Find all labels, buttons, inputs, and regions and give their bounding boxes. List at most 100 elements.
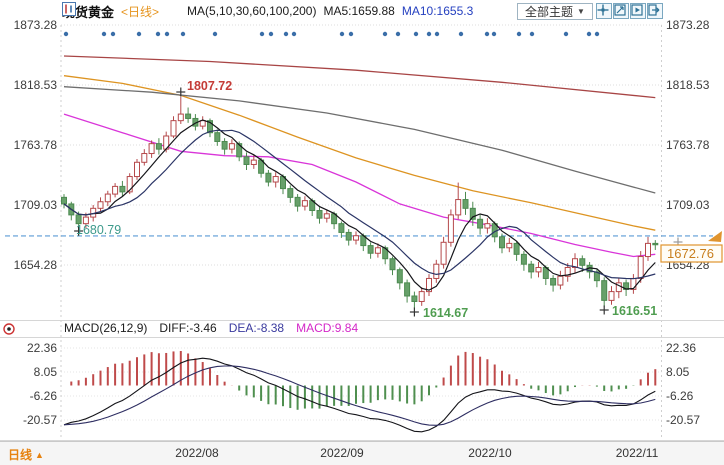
chart-text: -20.57 [666,413,700,427]
ma10-line [63,129,656,280]
candle-body [440,241,447,265]
candle-body [265,172,272,183]
candle-body [557,275,564,286]
candle-body [221,140,228,150]
candle-body [411,295,418,302]
candle-body [104,193,111,203]
chart-text: 1873.28 [666,18,710,32]
event-dot [339,31,345,37]
macd-header: MACD(26,12,9) DIFF:-3.46 DEA:-8.38 MACD:… [64,321,358,336]
chart-text: 22.36 [27,341,57,355]
candle-body [119,185,126,193]
candle-body [287,188,294,198]
theme-dropdown[interactable]: 全部主题 ▼ [517,3,593,20]
candle-body [477,218,484,229]
candle-body [243,156,250,165]
chart-text: -6.26 [666,389,694,403]
candle-body [323,213,330,219]
chart-text: 22.36 [666,341,696,355]
event-dot [586,31,592,37]
candle-body [170,120,177,137]
candle-body [608,291,615,301]
candle-body [75,214,82,225]
event-dot [283,31,289,37]
candle-body [301,200,308,207]
candle-body [112,185,119,195]
candle-body [126,176,133,193]
macd-diff-value: DIFF:-3.46 [159,321,217,335]
event-dot [594,31,600,37]
play-pan-button[interactable] [630,3,646,19]
event-dot [426,31,432,37]
chevron-down-icon: ▼ [577,7,585,16]
candle-body [550,277,557,286]
event-dot [529,31,535,37]
candlestick-chart-icon[interactable] [62,2,180,18]
dea-line [63,365,656,426]
chart-text: 2022/11 [616,446,659,460]
chart-text: 1709.03 [14,198,58,212]
chart-text: 1680.79 [76,223,121,237]
candle-body [535,266,542,273]
event-dot [101,31,107,37]
candle-body [404,282,411,297]
theme-dropdown-label: 全部主题 [525,5,574,19]
candle-body [652,242,659,246]
diff-line [63,357,656,433]
event-dot [268,31,274,37]
candle-body [389,258,396,271]
ma-settings-label: MA(5,10,30,60,100,200) [187,4,317,18]
candle-body [506,242,513,249]
event-dot [155,31,161,37]
indicator-settings-icon[interactable] [2,322,16,336]
event-dot [516,31,522,37]
event-dot [382,31,388,37]
chart-header: 现货黄金 <日线> MA(5,10,30,60,100,200) MA5:165… [62,2,473,20]
chart-text: 1614.67 [423,306,468,320]
crosshair-tool-button[interactable] [596,3,612,19]
chart-text: 1709.03 [666,198,710,212]
candle-body [236,143,243,158]
event-dot [291,31,297,37]
chart-text: 8.05 [34,365,58,379]
shift-right-button[interactable] [647,3,663,19]
chart-text: 1873.28 [14,18,58,32]
event-dot [212,31,218,37]
candle-body [250,159,257,165]
candle-body [148,143,155,155]
chart-text: 1807.72 [187,79,232,93]
chart-text: -6.26 [30,389,58,403]
candle-body [418,291,425,302]
candle-body [82,216,89,225]
candle-body [455,199,462,216]
ma5-value-label: MA5:1659.88 [323,4,395,18]
chart-text: 1672.76 [667,246,714,261]
candle-body [637,256,644,279]
candle-body [433,263,440,279]
chart-text: 1818.53 [14,78,58,92]
fit-area-button[interactable] [613,3,629,19]
event-dot [259,31,265,37]
candle-body [367,245,374,254]
ma10-value-label: MA10:1655.3 [401,4,474,18]
candle-body [185,113,192,119]
event-dot [563,31,569,37]
macd-macd-value: MACD:9.84 [296,321,359,335]
candle-body [294,196,301,207]
chart-text: 8.05 [666,365,690,379]
time-strip [0,441,724,465]
event-dot [491,31,497,37]
candle-body [484,223,491,229]
footer-period[interactable]: 日线 ▲ [8,446,44,463]
candle-body [207,120,213,134]
candle-body [272,176,279,183]
macd-params-label: MACD(26,12,9) [64,321,148,335]
candle-body [353,235,359,241]
candle-body [141,153,148,163]
candle-body [579,258,586,266]
candle-body [338,223,345,233]
candle-body [513,242,520,255]
triangle-up-icon: ▲ [35,449,44,460]
